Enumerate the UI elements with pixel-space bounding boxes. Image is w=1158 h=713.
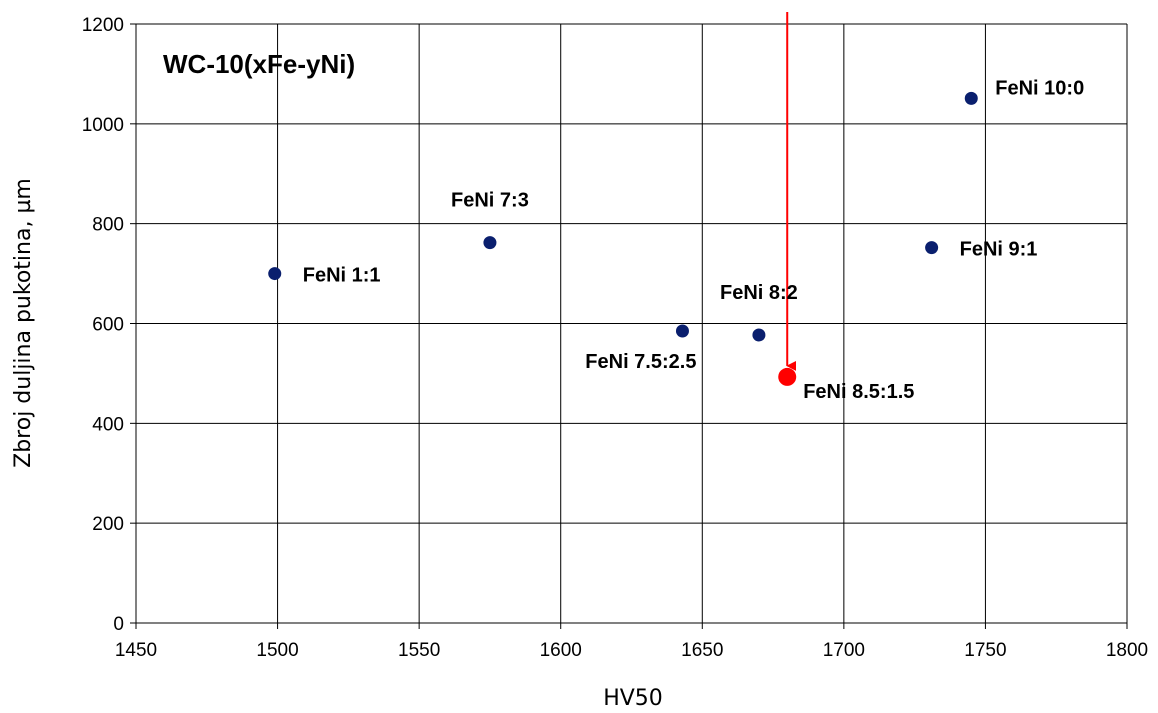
x-tick-label: 1700 [823, 640, 865, 661]
data-point [268, 267, 282, 281]
y-tick-label: 200 [92, 514, 124, 535]
data-point [925, 241, 939, 255]
y-tick-label: 400 [92, 414, 124, 435]
point-label: FeNi 1:1 [303, 265, 381, 287]
data-point [483, 236, 497, 250]
point-labels: FeNi 1:1 FeNi 7:3 FeNi 7.5:2.5 FeNi 8:2 FeNi… [303, 77, 1084, 403]
tick-labels: 1450 1500 1550 1600 1650 1700 1750 1800 0 200 400 6… [82, 15, 1148, 661]
data-point [752, 328, 766, 342]
x-axis-title: HV50 [603, 686, 663, 711]
x-tick-label: 1750 [964, 640, 1006, 661]
point-label: FeNi 10:0 [995, 77, 1084, 99]
y-tick-label: 600 [92, 315, 124, 336]
chart-title: WC-10(xFe-yNi) [163, 49, 355, 79]
x-tick-label: 1500 [256, 640, 298, 661]
point-label: FeNi 8.5:1.5 [803, 381, 914, 403]
point-label: FeNi 8:2 [720, 282, 798, 304]
data-point [964, 91, 978, 105]
y-axis-title: Zbroj duljina pukotina, µm [11, 178, 36, 468]
point-label: FeNi 7:3 [451, 190, 529, 212]
point-label: FeNi 7.5:2.5 [585, 351, 696, 373]
data-point [778, 367, 797, 386]
x-tick-label: 1550 [398, 640, 440, 661]
y-tick-label: 800 [92, 215, 124, 236]
x-tick-label: 1800 [1106, 640, 1148, 661]
point-label: FeNi 9:1 [960, 239, 1038, 261]
gridlines [135, 23, 1128, 624]
y-tick-label: 0 [113, 614, 124, 635]
y-tick-label: 1000 [82, 115, 124, 136]
data-point [675, 324, 689, 338]
x-tick-label: 1450 [115, 640, 157, 661]
x-tick-label: 1600 [540, 640, 582, 661]
y-tick-label: 1200 [82, 15, 124, 36]
x-tick-label: 1650 [681, 640, 723, 661]
axes [130, 23, 1128, 629]
data-points [268, 91, 978, 386]
